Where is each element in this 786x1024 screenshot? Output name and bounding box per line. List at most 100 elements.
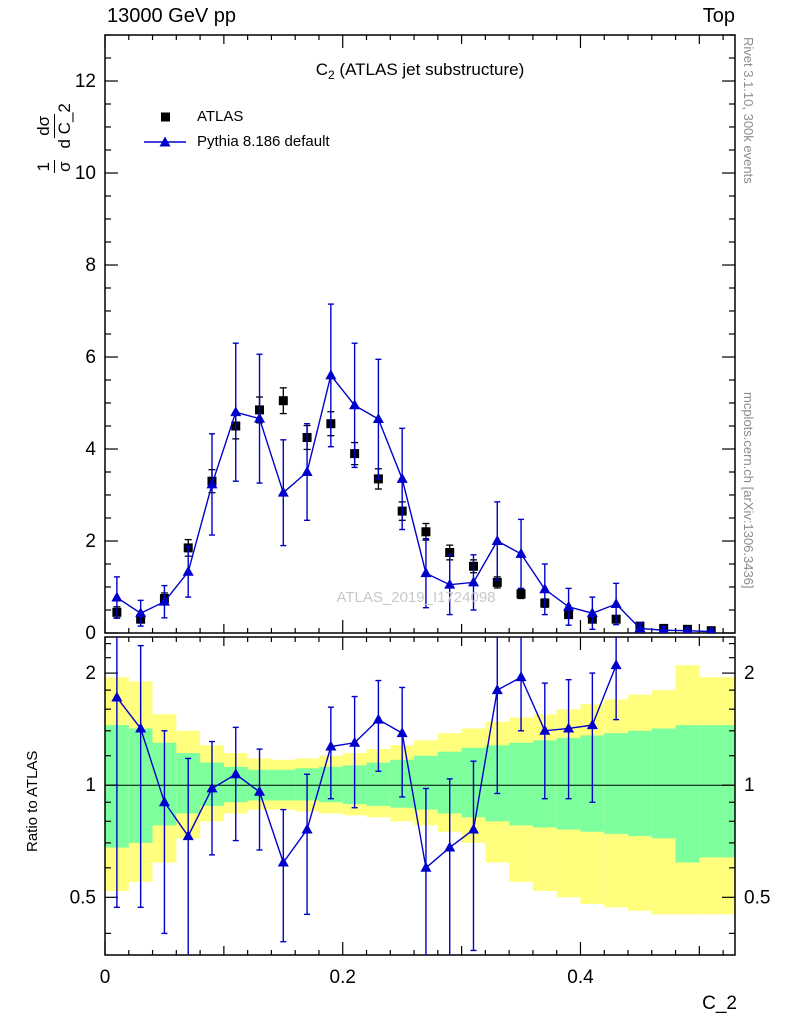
green-band-bin — [628, 730, 652, 837]
svg-text:2: 2 — [85, 531, 96, 552]
main-panel-frame — [104, 34, 736, 634]
pythia-data-point — [491, 535, 503, 545]
pythia-series — [113, 303, 715, 633]
pythia-data-point — [539, 583, 551, 594]
pythia-data-point — [467, 576, 480, 587]
ratio-data-point — [182, 830, 194, 841]
green-band-bin — [366, 762, 391, 806]
ratio-data-point — [301, 823, 313, 834]
ratio-data-point — [491, 684, 503, 695]
ratio-data-point — [158, 796, 170, 807]
ratio-data-point — [349, 736, 361, 747]
svg-text:0.4: 0.4 — [567, 967, 594, 988]
axis-ticks — [104, 34, 735, 955]
fraction-dsigma-dc2: dσ d C_2 — [34, 103, 74, 149]
title-description: (ATLAS jet substructure) — [334, 60, 525, 79]
svg-text:0: 0 — [100, 967, 111, 988]
rivet-version-text: Rivet 3.1.10, 300k events — [741, 37, 756, 184]
ratio-data-point — [610, 659, 622, 670]
legend: ATLAS Pythia 8.186 default — [142, 104, 330, 154]
pythia-triangle-line-marker-icon — [144, 136, 186, 146]
pythia-data-point — [682, 624, 693, 633]
main-panel-data — [111, 303, 716, 633]
plot-title: C2 (ATLAS jet substructure) — [316, 60, 525, 82]
svg-text:8: 8 — [85, 255, 96, 276]
pythia-data-point — [254, 412, 266, 423]
ratio-data-point — [111, 691, 123, 702]
green-band-bin — [699, 725, 735, 858]
ratio-line — [116, 664, 617, 870]
atlas-data-point — [516, 589, 526, 599]
pythia-data-point — [182, 565, 194, 576]
title-observable-subscript: 2 — [328, 68, 335, 82]
pythia-markers — [111, 369, 716, 633]
ratio-uncertainty-bands — [105, 665, 735, 915]
pythia-data-point — [158, 595, 170, 606]
ratio-data-point — [444, 841, 456, 852]
svg-text:0: 0 — [85, 623, 96, 644]
green-band-bin — [675, 725, 700, 863]
title-observable: C — [315, 60, 328, 79]
pythia-data-point — [610, 598, 622, 608]
atlas-square-marker-icon — [161, 112, 170, 121]
svg-text:6: 6 — [85, 347, 96, 368]
ratio-data-point — [372, 713, 384, 724]
atlas-data-point — [445, 548, 455, 557]
ratio-data-point — [420, 861, 432, 872]
legend-entry-pythia: Pythia 8.186 default — [142, 129, 330, 154]
svg-text:12: 12 — [75, 71, 96, 92]
svg-text:2: 2 — [744, 663, 755, 684]
green-band-bin — [604, 733, 629, 834]
svg-text:0.2: 0.2 — [330, 967, 356, 988]
ratio-data-point — [325, 740, 337, 751]
x-axis-label: C_2 — [702, 993, 737, 1014]
pythia-data-point — [301, 466, 313, 476]
analysis-watermark: ATLAS_2019_I1724098 — [336, 589, 496, 606]
ratio-data-point — [277, 856, 289, 867]
pythia-data-point — [563, 600, 575, 611]
svg-text:0.5: 0.5 — [70, 887, 96, 908]
pythia-data-point — [277, 486, 289, 497]
ratio-data-point — [467, 823, 480, 834]
ratio-data-point — [230, 768, 242, 779]
legend-entry-atlas: ATLAS — [142, 104, 330, 129]
fraction-one-over-sigma: 1 σ — [34, 160, 74, 174]
pythia-data-point — [396, 472, 408, 483]
pythia-data-point — [111, 591, 123, 602]
y-axis-label-ratio: Ratio to ATLAS — [24, 750, 41, 852]
green-band-bin — [509, 742, 533, 826]
svg-text:2: 2 — [85, 663, 96, 684]
pythia-data-point — [658, 624, 669, 633]
atlas-data-point — [492, 577, 502, 587]
pythia-data-point — [444, 578, 456, 589]
y-axis-label-main: 1 σ dσ d C_2 — [34, 101, 74, 174]
pythia-data-point — [586, 607, 598, 618]
pythia-data-point — [420, 567, 432, 578]
ratio-data-point — [515, 671, 527, 682]
mcplots-reference-text: mcplots.cern.ch [arXiv:1306.3436] — [741, 392, 756, 589]
green-band-bin — [651, 728, 676, 839]
ratio-data-point — [563, 722, 575, 733]
pythia-data-point — [634, 622, 646, 633]
svg-text:1: 1 — [744, 775, 755, 796]
pythia-data-point — [325, 369, 337, 380]
pythia-data-point — [349, 399, 361, 410]
legend-label-pythia: Pythia 8.186 default — [197, 133, 330, 150]
pythia-data-point — [135, 607, 147, 618]
ratio-data-point — [586, 719, 598, 730]
svg-text:4: 4 — [85, 439, 96, 460]
pythia-data-point — [372, 413, 384, 424]
ratio-series — [113, 637, 620, 955]
pythia-data-point — [206, 478, 218, 489]
legend-label-atlas: ATLAS — [197, 108, 244, 125]
svg-text:1: 1 — [85, 775, 96, 796]
process-label: Top — [702, 5, 735, 27]
svg-text:0.5: 0.5 — [744, 887, 770, 908]
beam-energy-label: 13000 GeV pp — [107, 5, 236, 27]
ratio-data-point — [135, 722, 147, 733]
pythia-data-point — [230, 406, 242, 417]
ratio-data-point — [539, 724, 551, 735]
